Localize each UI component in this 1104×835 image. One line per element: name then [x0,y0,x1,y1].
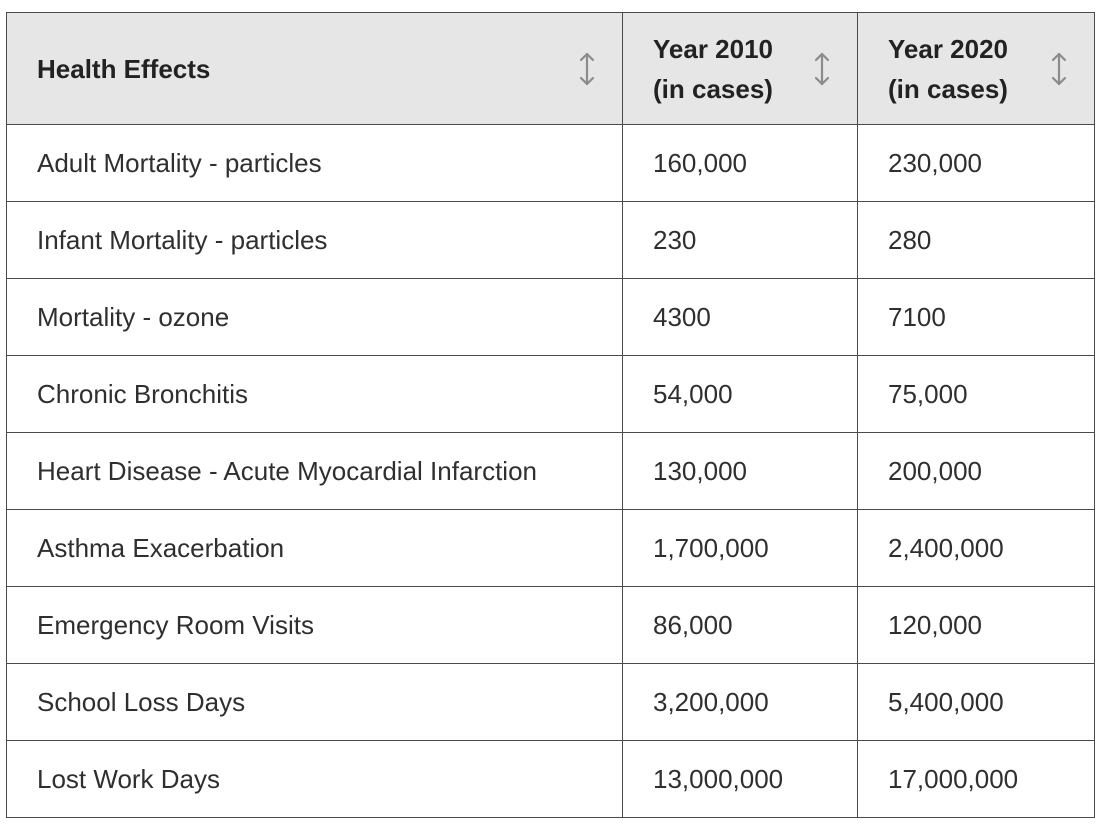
column-header-label-line1: Year 2010 [653,33,774,64]
table-row: Lost Work Days 13,000,000 17,000,000 [6,740,1095,818]
sort-updown-icon[interactable] [576,51,598,87]
column-header-label-line2: (in cases) [653,73,773,104]
table-row: Heart Disease - Acute Myocardial Infarct… [6,432,1095,510]
sort-updown-icon[interactable] [1048,51,1070,87]
cell-year-2020: 200,000 [857,432,1095,510]
table-row: Infant Mortality - particles 230 280 [6,201,1095,279]
cell-year-2010: 4300 [622,278,858,356]
cell-health-effect: Lost Work Days [6,740,623,818]
cell-health-effect: Asthma Exacerbation [6,509,623,587]
sort-updown-icon[interactable] [811,51,833,87]
cell-year-2020: 7100 [857,278,1095,356]
cell-year-2010: 54,000 [622,355,858,433]
column-header-label: Health Effects [37,49,270,89]
column-header-year-2020[interactable]: Year 2020 (in cases) [857,12,1095,125]
table-row: Chronic Bronchitis 54,000 75,000 [6,355,1095,433]
cell-health-effect: Chronic Bronchitis [6,355,623,433]
cell-health-effect: Mortality - ozone [6,278,623,356]
cell-year-2020: 17,000,000 [857,740,1095,818]
cell-health-effect: School Loss Days [6,663,623,741]
table-row: Asthma Exacerbation 1,700,000 2,400,000 [6,509,1095,587]
cell-health-effect: Heart Disease - Acute Myocardial Infarct… [6,432,623,510]
cell-year-2010: 86,000 [622,586,858,664]
table-header: Health Effects Year 2010 (in cases) [6,12,1095,125]
column-header-label-line1: Health Effects [37,53,211,84]
cell-year-2020: 2,400,000 [857,509,1095,587]
cell-health-effect: Adult Mortality - particles [6,124,623,202]
column-header-year-2010[interactable]: Year 2010 (in cases) [622,12,858,125]
column-header-label-line2: (in cases) [888,73,1008,104]
table-body: Adult Mortality - particles 160,000 230,… [6,124,1095,818]
header-row: Health Effects Year 2010 (in cases) [6,12,1095,125]
cell-year-2020: 5,400,000 [857,663,1095,741]
cell-year-2020: 75,000 [857,355,1095,433]
cell-year-2010: 1,700,000 [622,509,858,587]
column-header-label-line1: Year 2020 [888,33,1009,64]
column-header-label: Year 2010 (in cases) [653,29,833,109]
column-header-health-effects[interactable]: Health Effects [6,12,623,125]
table-row: Adult Mortality - particles 160,000 230,… [6,124,1095,202]
table-row: Emergency Room Visits 86,000 120,000 [6,586,1095,664]
health-effects-table: Health Effects Year 2010 (in cases) [6,12,1095,818]
health-effects-table-wrapper: Health Effects Year 2010 (in cases) [6,12,1095,818]
table-row: Mortality - ozone 4300 7100 [6,278,1095,356]
cell-year-2020: 230,000 [857,124,1095,202]
table-row: School Loss Days 3,200,000 5,400,000 [6,663,1095,741]
column-header-label: Year 2020 (in cases) [888,29,1068,109]
cell-year-2020: 120,000 [857,586,1095,664]
cell-year-2010: 3,200,000 [622,663,858,741]
cell-health-effect: Emergency Room Visits [6,586,623,664]
cell-year-2010: 160,000 [622,124,858,202]
cell-year-2020: 280 [857,201,1095,279]
cell-year-2010: 230 [622,201,858,279]
cell-year-2010: 13,000,000 [622,740,858,818]
cell-health-effect: Infant Mortality - particles [6,201,623,279]
cell-year-2010: 130,000 [622,432,858,510]
